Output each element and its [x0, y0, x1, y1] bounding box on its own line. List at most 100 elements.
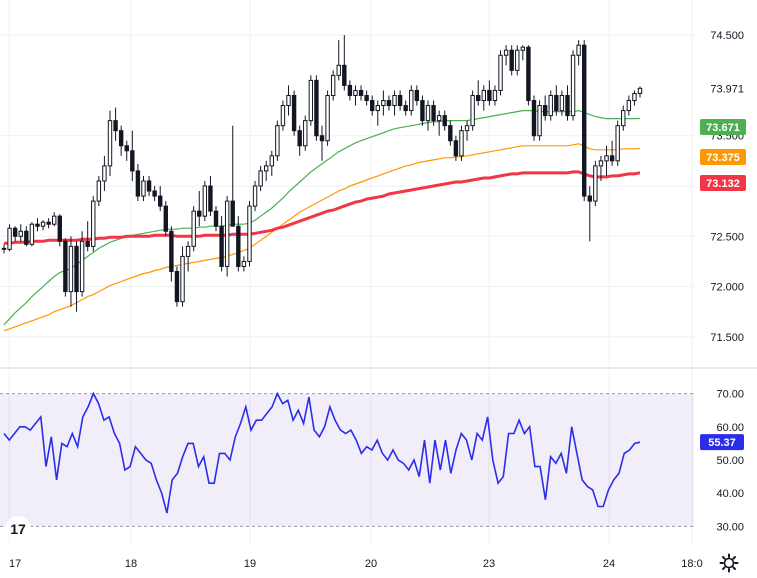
candle: [386, 95, 392, 111]
candle: [35, 218, 40, 232]
candle: [158, 186, 163, 212]
candle: [208, 175, 213, 217]
candle: [314, 75, 319, 141]
candle: [503, 45, 509, 66]
candle: [347, 80, 353, 101]
x-tick-label: 20: [365, 558, 377, 570]
candle: [425, 100, 431, 131]
candle: [57, 214, 62, 247]
candlestick-series: [1, 35, 643, 312]
candle: [130, 130, 135, 181]
candle: [91, 196, 96, 252]
candle: [487, 80, 492, 106]
rsi-y-tick-label: 30.00: [716, 521, 744, 533]
candle: [40, 220, 46, 231]
svg-text:17: 17: [10, 521, 26, 537]
rsi-last-badge: 55.37: [700, 434, 744, 451]
x-tick-label: 18:0: [681, 558, 702, 570]
candle: [118, 125, 124, 156]
candle: [79, 231, 85, 297]
candle: [46, 218, 51, 229]
candle: [174, 266, 180, 307]
x-tick-label: 24: [603, 558, 615, 570]
candle: [96, 175, 102, 207]
candle: [587, 186, 592, 242]
candle: [593, 160, 598, 207]
y-tick-label: 71.500: [710, 332, 744, 344]
candle: [163, 201, 168, 237]
candle: [52, 212, 57, 227]
candle: [63, 238, 68, 297]
candle: [286, 85, 291, 116]
y-tick-label: 74.500: [710, 30, 744, 42]
candle: [102, 155, 107, 192]
rsi-line: [3, 391, 641, 514]
tradingview-logo[interactable]: 17: [4, 516, 32, 542]
candle: [230, 125, 235, 227]
candle: [370, 95, 375, 116]
candle: [258, 165, 263, 192]
candle: [180, 246, 185, 307]
candle: [330, 70, 336, 101]
candle: [18, 224, 23, 242]
candle: [353, 85, 358, 106]
candle: [146, 175, 152, 197]
candle: [169, 226, 174, 282]
rsi-y-tick-label: 60.00: [716, 422, 744, 434]
moving-average-line: [4, 170, 641, 245]
svg-text:73.132: 73.132: [706, 178, 740, 190]
candle: [520, 45, 526, 61]
rsi-series: [3, 391, 641, 514]
candle: [342, 35, 347, 91]
candle: [24, 226, 29, 247]
candle: [448, 120, 453, 146]
moving-average-line: [3, 143, 641, 332]
candle: [247, 201, 252, 267]
candle: [280, 100, 286, 131]
candle: [1, 244, 7, 254]
candle: [476, 80, 481, 106]
candle: [308, 75, 314, 126]
x-tick-label: 18: [125, 558, 137, 570]
candle: [236, 216, 241, 272]
price-badge: 73.375: [700, 149, 746, 165]
rsi-band-fill: [0, 393, 694, 527]
candle: [598, 155, 604, 181]
candle: [141, 175, 146, 202]
candle: [358, 85, 364, 101]
candle: [7, 224, 12, 252]
gear-icon[interactable]: [719, 553, 739, 573]
candle: [252, 180, 258, 212]
candle: [68, 236, 74, 307]
candle: [397, 90, 403, 111]
candle: [303, 115, 308, 151]
candle: [191, 206, 196, 252]
candle: [364, 90, 369, 106]
candle: [12, 226, 18, 242]
candle: [74, 241, 79, 312]
candle: [515, 45, 520, 76]
candle: [135, 163, 141, 202]
candle: [291, 90, 297, 136]
candle: [464, 120, 470, 141]
candle: [542, 95, 548, 121]
candle: [554, 85, 559, 116]
candle: [375, 100, 380, 126]
candle: [436, 110, 442, 136]
candle: [197, 191, 202, 227]
last-price-label: 73.971: [710, 83, 744, 95]
candle: [264, 160, 269, 181]
candle: [381, 90, 386, 116]
candle: [152, 186, 157, 202]
candle: [219, 216, 224, 272]
candle: [124, 140, 129, 161]
candle: [392, 90, 397, 116]
y-tick-label: 72.000: [710, 282, 744, 294]
candle: [621, 105, 626, 131]
candle: [615, 120, 620, 166]
candle: [29, 222, 35, 247]
candle: [414, 85, 420, 106]
candle: [113, 107, 118, 141]
candle: [548, 90, 553, 121]
